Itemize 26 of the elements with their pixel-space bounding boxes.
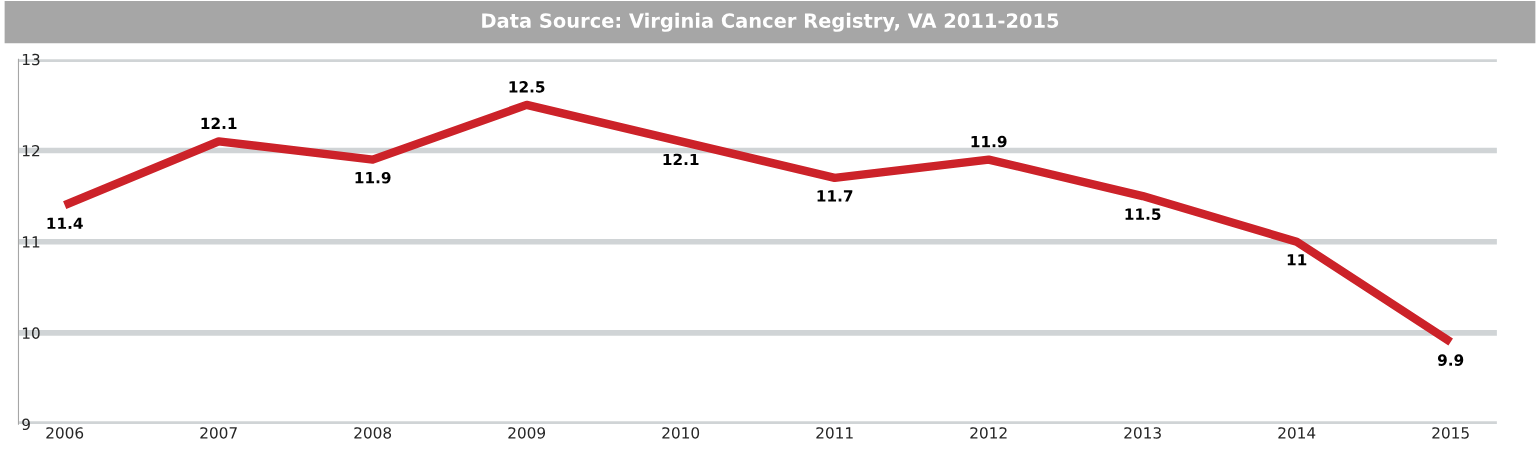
chart-title: Data Source: Virginia Cancer Registry, VA 2011-2015 (482, 12, 1059, 32)
data-label: 12.1 (663, 153, 699, 166)
x-tick-label: 2010 (662, 427, 700, 439)
x-tick-label: 2009 (508, 427, 546, 439)
data-label: 12.1 (201, 117, 237, 129)
data-label: 11 (1287, 254, 1307, 266)
y-tick-label: 11 (22, 236, 40, 248)
y-tick-label: 12 (22, 144, 40, 157)
x-tick-label: 2015 (1432, 427, 1469, 439)
y-tick-label: 10 (22, 327, 40, 339)
data-label: 11.9 (971, 135, 1007, 148)
data-label: 11.5 (1125, 208, 1161, 220)
x-tick-label: 2014 (1278, 427, 1316, 439)
y-tick-label: 13 (22, 53, 40, 66)
x-tick-label: 2011 (816, 427, 853, 439)
y-tick-label: 9 (22, 418, 30, 431)
x-tick-label: 2007 (200, 427, 237, 439)
x-tick-label: 2008 (354, 427, 392, 439)
data-label: 11.4 (47, 217, 83, 229)
data-label: 11.7 (817, 190, 853, 202)
data-label: 9.9 (1437, 354, 1464, 366)
x-tick-label: 2013 (1124, 427, 1161, 439)
x-tick-label: 2012 (970, 427, 1007, 439)
x-tick-label: 2006 (46, 427, 84, 439)
data-label: 11.9 (355, 171, 391, 184)
data-label: 12.5 (509, 81, 545, 93)
